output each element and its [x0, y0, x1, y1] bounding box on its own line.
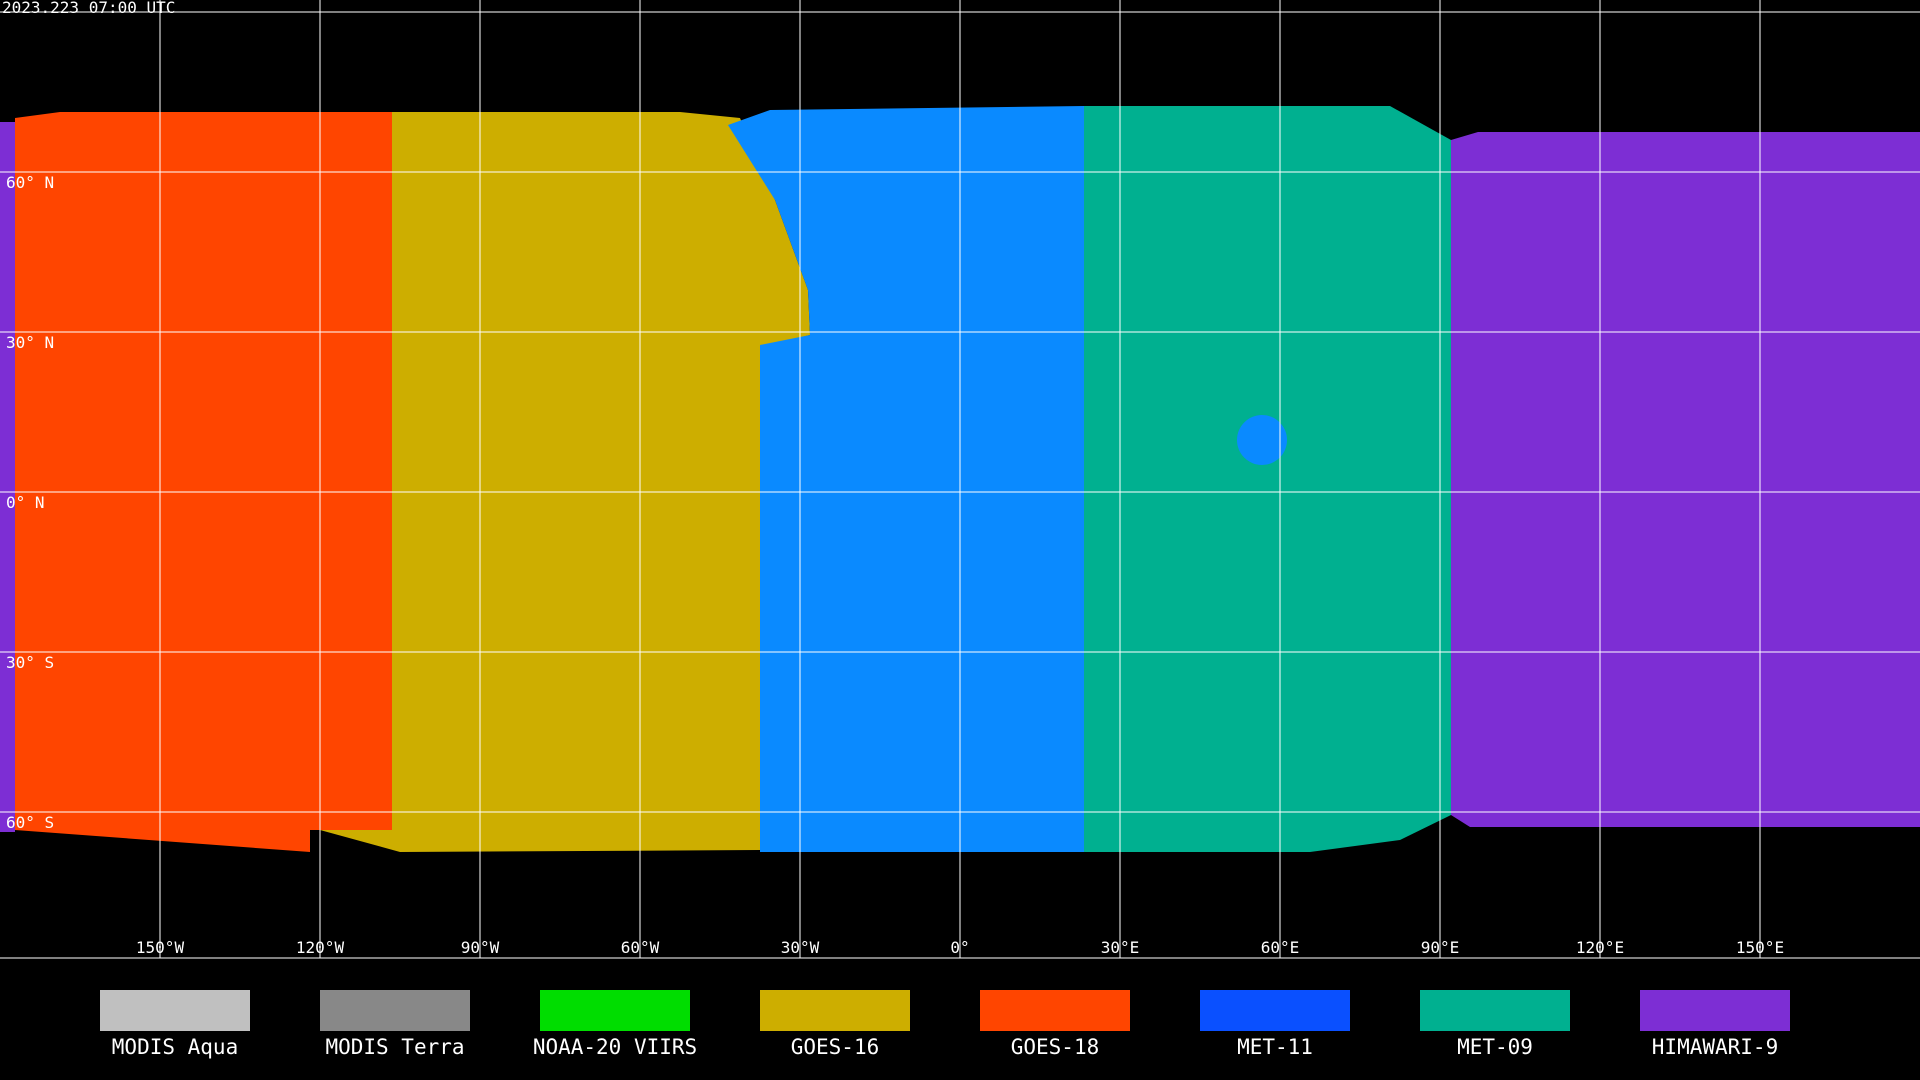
longitude-label: 150°E: [1736, 938, 1784, 957]
latitude-label: 60° N: [6, 173, 54, 192]
legend-swatch: [1420, 990, 1570, 1031]
longitude-label: 90°W: [461, 938, 500, 957]
latitude-label: 0° N: [6, 493, 45, 512]
graticule: [0, 0, 1920, 959]
legend-swatch: [980, 990, 1130, 1031]
longitude-label: 120°E: [1576, 938, 1624, 957]
legend-swatch: [1200, 990, 1350, 1031]
legend-swatch: [320, 990, 470, 1031]
longitude-label: 60°W: [621, 938, 660, 957]
longitude-label: 0°: [950, 938, 969, 957]
longitude-label: 120°W: [296, 938, 345, 957]
latitude-label: 60° S: [6, 813, 54, 832]
timestamp: 2023.223 07:00 UTC: [2, 0, 175, 17]
legend-label: HIMAWARI-9: [1652, 1035, 1778, 1059]
legend-label: MODIS Aqua: [112, 1035, 238, 1059]
legend-swatch: [100, 990, 250, 1031]
met11-spot: [1237, 415, 1287, 465]
goes16-coverage: [320, 112, 810, 852]
longitude-label: 150°W: [136, 938, 185, 957]
latitude-label: 30° N: [6, 333, 54, 352]
coverage-regions: [0, 106, 1920, 852]
legend-label: MODIS Terra: [325, 1035, 464, 1059]
legend-label: GOES-16: [791, 1035, 880, 1059]
legend-swatch: [1640, 990, 1790, 1031]
longitude-label: 60°E: [1261, 938, 1300, 957]
legend-label: MET-11: [1237, 1035, 1313, 1059]
legend-swatch: [760, 990, 910, 1031]
legend-label: GOES-18: [1011, 1035, 1100, 1059]
longitude-label: 30°W: [781, 938, 820, 957]
latitude-label: 30° S: [6, 653, 54, 672]
legend-swatch: [540, 990, 690, 1031]
legend-label: MET-09: [1457, 1035, 1533, 1059]
goes18-coverage: [15, 112, 392, 852]
longitude-label: 30°E: [1101, 938, 1140, 957]
legend: MODIS Aqua MODIS Terra NOAA-20 VIIRS GOES-1…: [100, 990, 1790, 1059]
legend-label: NOAA-20 VIIRS: [533, 1035, 697, 1059]
himawari9-coverage: [1451, 132, 1920, 827]
met11-coverage: [728, 106, 1084, 852]
longitude-label: 90°E: [1421, 938, 1460, 957]
met09-coverage: [1084, 106, 1451, 852]
himawari-coverage-west: [0, 122, 15, 832]
